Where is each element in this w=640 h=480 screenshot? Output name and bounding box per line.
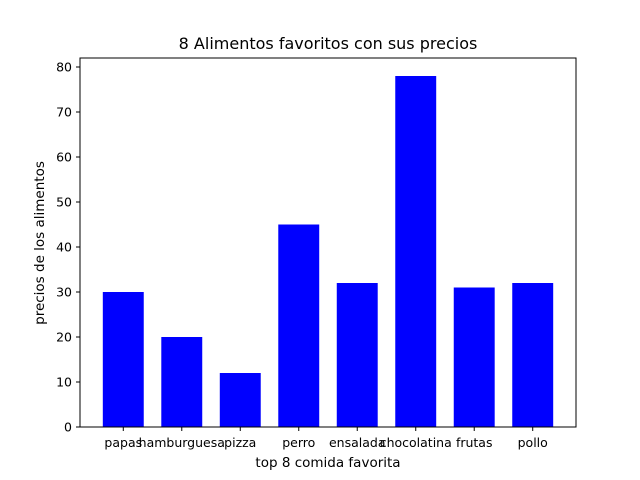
bar-pollo (512, 283, 554, 427)
y-tick-label: 40 (56, 240, 72, 255)
x-tick-label: frutas (456, 435, 493, 450)
x-tick-label: chocolatina (380, 435, 452, 450)
bar-pizza (219, 373, 261, 427)
bar-papas (102, 292, 144, 427)
bar-ensalada (336, 283, 378, 427)
y-axis: 0 10 20 30 40 50 60 70 80 (56, 60, 80, 435)
y-tick-label: 80 (56, 60, 72, 75)
bar-frutas (453, 287, 495, 427)
x-tick-label: pizza (224, 435, 256, 450)
y-tick-label: 20 (56, 330, 72, 345)
chart-title: 8 Alimentos favoritos con sus precios (179, 34, 478, 53)
plot-frame (79, 57, 577, 428)
plot-area (79, 57, 577, 428)
x-axis-label: top 8 comida favorita (255, 455, 400, 471)
y-axis-label: precios de los alimentos (32, 161, 48, 325)
y-tick-label: 50 (56, 195, 72, 210)
y-tick-label: 60 (56, 150, 72, 165)
bar-perro (278, 224, 320, 427)
bar-chocolatina (395, 76, 437, 427)
y-tick-label: 70 (56, 105, 72, 120)
x-tick-label: perro (282, 435, 315, 450)
y-tick-label: 0 (64, 420, 72, 435)
x-tick-label: papas (104, 435, 142, 450)
x-tick-label: ensalada (329, 435, 386, 450)
bar-hamburguesa (161, 337, 203, 427)
x-tick-label: hamburguesa (139, 435, 225, 450)
y-tick-label: 10 (56, 375, 72, 390)
y-tick-label: 30 (56, 285, 72, 300)
x-tick-label: pollo (518, 435, 548, 450)
